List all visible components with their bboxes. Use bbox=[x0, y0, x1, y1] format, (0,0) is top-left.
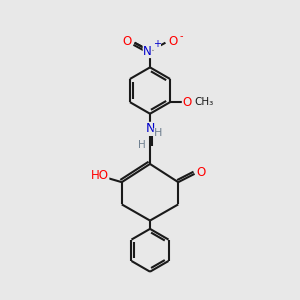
Text: +: + bbox=[152, 40, 160, 50]
Text: O: O bbox=[182, 96, 192, 109]
Text: H: H bbox=[154, 128, 163, 138]
Text: N: N bbox=[143, 44, 152, 58]
Text: H: H bbox=[138, 140, 146, 150]
Text: HO: HO bbox=[91, 169, 109, 182]
Text: O: O bbox=[168, 35, 178, 48]
Text: N: N bbox=[146, 122, 156, 135]
Text: O: O bbox=[196, 166, 205, 179]
Text: -: - bbox=[179, 31, 183, 41]
Text: O: O bbox=[122, 35, 132, 48]
Text: CH₃: CH₃ bbox=[194, 97, 214, 107]
